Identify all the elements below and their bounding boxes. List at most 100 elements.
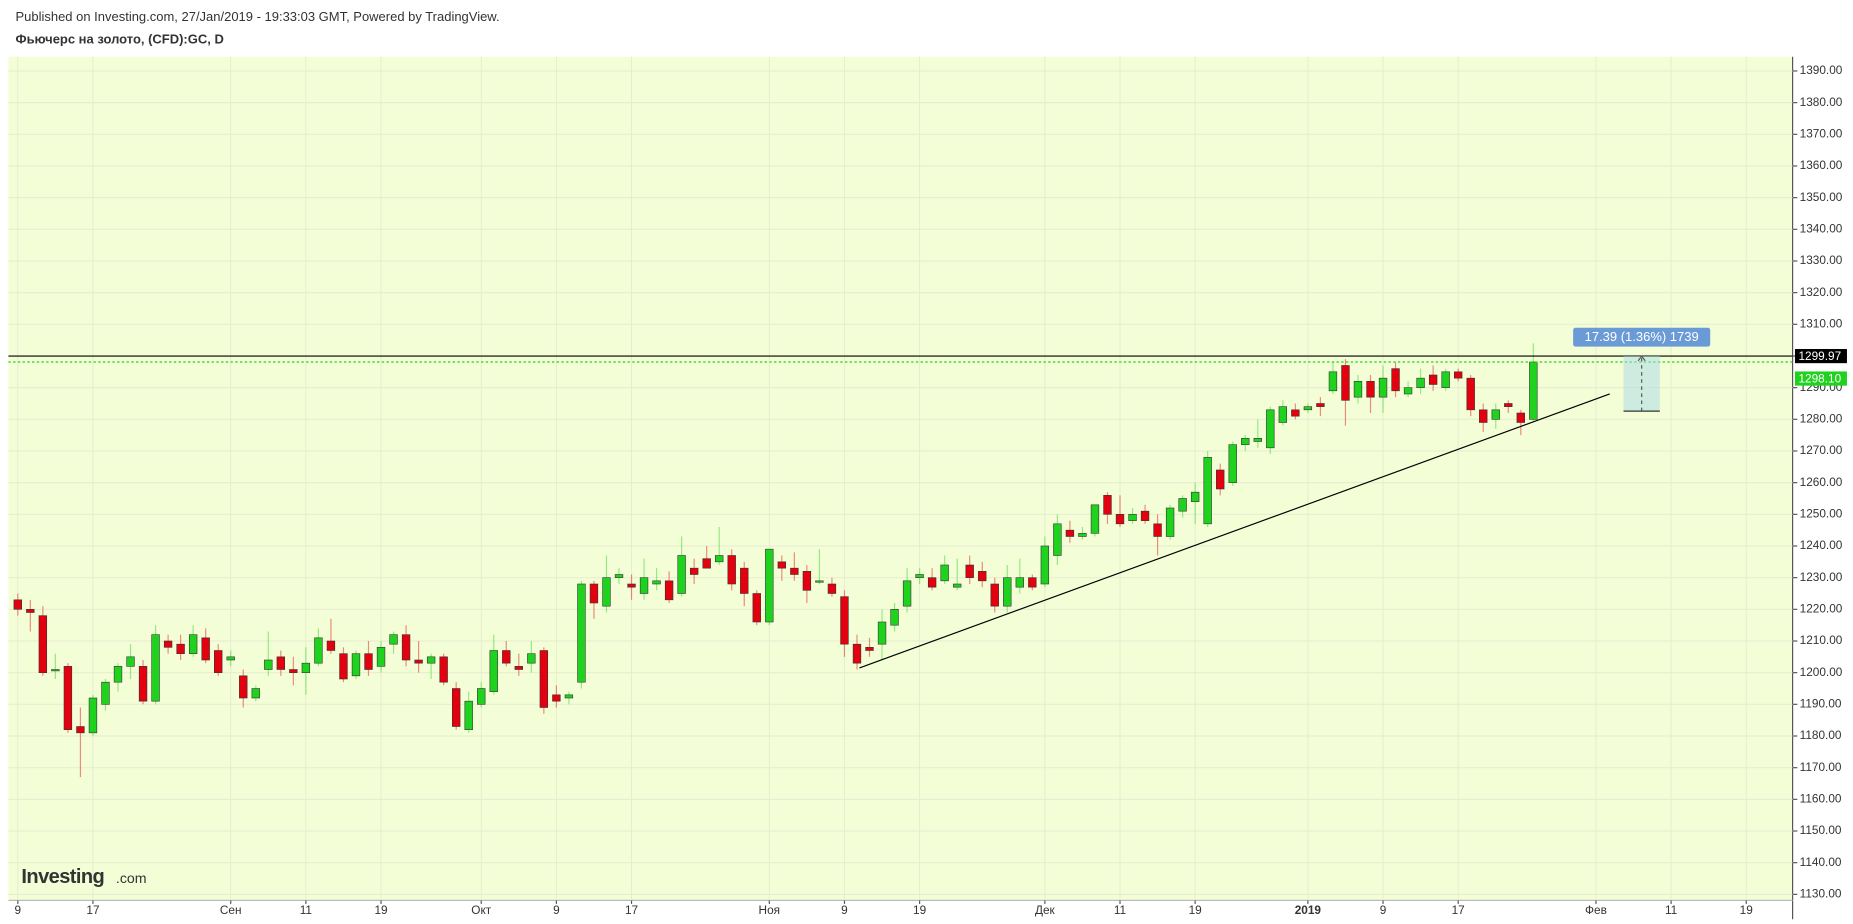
candle-body	[940, 564, 949, 582]
logo-brand: Investing	[21, 866, 104, 888]
candle-body	[639, 577, 649, 594]
candle-body	[1316, 403, 1325, 407]
x-tick-label: Окт	[471, 903, 491, 917]
y-tick-label: 1330.00	[1800, 253, 1843, 267]
candle-body	[1140, 510, 1150, 521]
candle-body	[1504, 403, 1513, 407]
x-tick-label: 9	[1380, 903, 1387, 917]
candle-body	[1065, 529, 1075, 537]
y-tick-label: 1310.00	[1800, 316, 1843, 330]
candle-body	[1441, 371, 1450, 388]
candle-body	[1253, 438, 1262, 442]
price-label-box	[1794, 348, 1847, 364]
y-tick-label: 1240.00	[1800, 538, 1843, 552]
candle-body	[188, 634, 198, 654]
y-tick-label: 1350.00	[1800, 190, 1843, 204]
candle-body	[264, 659, 273, 670]
y-tick-label: 1230.00	[1800, 570, 1843, 584]
candle-body	[214, 650, 223, 673]
y-tick-label: 1220.00	[1800, 601, 1843, 615]
candle-body	[1341, 365, 1350, 401]
candle-body	[865, 647, 874, 651]
candle-body	[815, 580, 824, 583]
candle-body	[614, 574, 624, 578]
candle-body	[339, 653, 348, 680]
y-tick-label: 1140.00	[1800, 855, 1842, 869]
candle-body	[902, 580, 912, 607]
candle-body	[13, 599, 22, 610]
candle-body	[502, 650, 511, 664]
candle-body	[1479, 409, 1488, 423]
candle-body	[176, 643, 185, 654]
x-tick-label: Сен	[220, 903, 242, 917]
candle-body	[1165, 507, 1175, 537]
measure-arrowhead	[1637, 355, 1646, 362]
y-tick-label: 1130.00	[1800, 886, 1842, 900]
plot-area	[8, 56, 1793, 901]
candle-body	[740, 567, 749, 594]
candle-body	[414, 659, 423, 664]
candle-body	[727, 555, 736, 585]
candle-body	[627, 583, 636, 588]
candle-body	[802, 571, 812, 591]
candle-body	[702, 558, 711, 569]
candle-body	[76, 726, 85, 734]
candle-body	[1428, 374, 1438, 385]
y-tick-label: 1320.00	[1800, 285, 1843, 299]
candle-body	[1516, 412, 1525, 423]
x-tick-label: 11	[1665, 903, 1677, 917]
candle-body	[1454, 371, 1463, 379]
candle-body	[1378, 377, 1388, 398]
candle-body	[1403, 387, 1413, 395]
candle-body	[376, 647, 386, 667]
candle-body	[1416, 377, 1425, 388]
candle-body	[1466, 377, 1475, 411]
candle-body	[289, 669, 298, 673]
y-tick-label: 1360.00	[1800, 158, 1843, 172]
y-tick-label: 1370.00	[1800, 126, 1843, 140]
candle-body	[1115, 514, 1125, 525]
y-tick-label: 1150.00	[1800, 823, 1842, 837]
logo: Investing .com	[21, 866, 146, 888]
candle-body	[452, 688, 461, 727]
candle-body	[1391, 368, 1400, 392]
candle-body	[314, 637, 323, 664]
candle-body	[589, 583, 599, 604]
x-tick-label: Дек	[1035, 903, 1056, 917]
candle-body	[564, 694, 574, 699]
candle-body	[163, 640, 173, 648]
y-tick-label: 1180.00	[1800, 728, 1842, 742]
candle-body	[953, 583, 962, 588]
x-tick-label: 9	[841, 903, 848, 917]
candle-body	[652, 580, 661, 585]
candle-body	[101, 681, 110, 705]
symbol-title: Фьючерс на золото, (CFD):GC, D	[15, 32, 223, 47]
candle-body	[439, 656, 448, 683]
candle-body	[88, 697, 98, 734]
candle-body	[464, 700, 473, 730]
candle-body	[927, 577, 937, 588]
y-tick-label: 1380.00	[1800, 95, 1843, 109]
candle-body	[26, 609, 35, 613]
candle-body	[689, 567, 699, 575]
x-tick-label: 2019	[1295, 903, 1322, 917]
y-tick-label: 1160.00	[1800, 791, 1842, 805]
candle-body	[401, 634, 411, 661]
candle-body	[226, 656, 235, 661]
candle-body	[477, 688, 486, 705]
candle-body	[664, 580, 674, 601]
candle-body	[113, 666, 123, 683]
price-label-box	[1794, 371, 1847, 386]
x-tick-label: 17	[1452, 903, 1465, 917]
candle-body	[602, 577, 611, 607]
candle-body	[1028, 577, 1037, 588]
candle-body	[1266, 409, 1275, 449]
y-tick-label: 1280.00	[1800, 411, 1843, 425]
x-tick-label: 19	[1740, 903, 1753, 917]
candle-body	[552, 694, 561, 702]
x-tick-label: 11	[300, 903, 312, 917]
candle-body	[715, 555, 724, 563]
candle-body	[1529, 361, 1538, 420]
candle-body	[351, 653, 361, 677]
